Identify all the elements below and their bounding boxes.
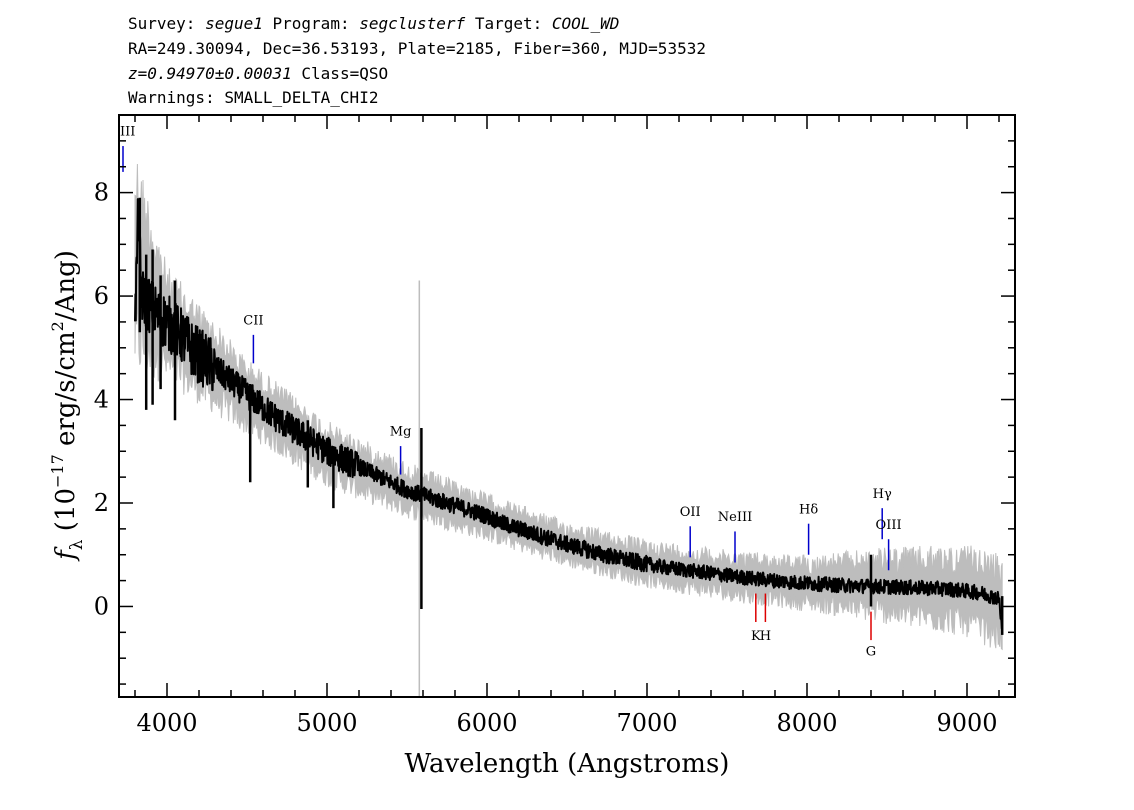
x-tick-label: 4000 (136, 709, 197, 737)
x-tick-label: 5000 (296, 709, 357, 737)
absorption-line-label-0: K (751, 629, 761, 644)
redshift-value: z=0.94970±0.00031 (128, 64, 292, 83)
emission-line-label-5: Hδ (799, 502, 818, 517)
emission-line-label-0: III (120, 125, 135, 140)
header-line-survey: Survey: segue1 Program: segclusterf Targ… (128, 14, 619, 33)
y-axis-exp: −17 (48, 454, 67, 488)
y-tick-label: 0 (94, 592, 109, 620)
y-axis-exp2: 2 (48, 321, 67, 331)
y-axis-title: fλ (10−17 erg/s/cm2/Ang) (48, 250, 87, 562)
header-line-warnings: Warnings: SMALL_DELTA_CHI2 (128, 88, 379, 107)
program-value: segclusterf (359, 14, 466, 33)
y-tick-label: 6 (94, 282, 109, 310)
flux-line (134, 198, 1004, 630)
header-line-redshift: z=0.94970±0.00031 Class=QSO (128, 64, 388, 83)
x-tick-label: 7000 (616, 709, 677, 737)
emission-line-label-7: OIII (876, 518, 902, 533)
y-tick-label: 4 (94, 386, 109, 414)
spectral-line-markers: III CII Mg OII NeIII Hδ Hγ OIII K H G (120, 125, 902, 660)
x-tick-label: 8000 (776, 709, 837, 737)
absorption-line-label-1: H (760, 629, 771, 644)
emission-line-label-4: NeIII (718, 510, 752, 525)
y-tick-label: 2 (94, 489, 109, 517)
survey-key: Survey: (128, 14, 196, 33)
emission-line-label-6: Hγ (873, 487, 892, 502)
y-axis-open: (10 (51, 488, 81, 540)
flux-layer (134, 197, 1004, 635)
emission-line-label-3: OII (680, 505, 701, 520)
survey-value: segue1 (205, 14, 263, 33)
plot-frame (118, 114, 1016, 698)
y-axis-mid: erg/s/cm (51, 331, 81, 454)
header-line-coords: RA=249.30094, Dec=36.53193, Plate=2185, … (128, 39, 706, 58)
x-tick-label: 6000 (456, 709, 517, 737)
program-key: Program: (272, 14, 350, 33)
emission-line-label-1: CII (243, 314, 263, 329)
class-value: Class=QSO (301, 64, 389, 83)
y-axis-close: /Ang) (51, 250, 81, 321)
y-tick-label: 8 (94, 179, 109, 207)
x-tick-label: 9000 (936, 709, 997, 737)
target-value: COOL_WD (551, 14, 620, 33)
x-axis-title: Wavelength (Angstroms) (405, 749, 730, 779)
emission-line-label-2: Mg (390, 425, 412, 440)
absorption-line-label-2: G (866, 645, 876, 660)
y-axis-lambda: λ (67, 539, 87, 550)
target-key: Target: (474, 14, 543, 33)
axes: 4000 5000 6000 7000 8000 9000 0 2 4 6 8 (94, 114, 1016, 737)
